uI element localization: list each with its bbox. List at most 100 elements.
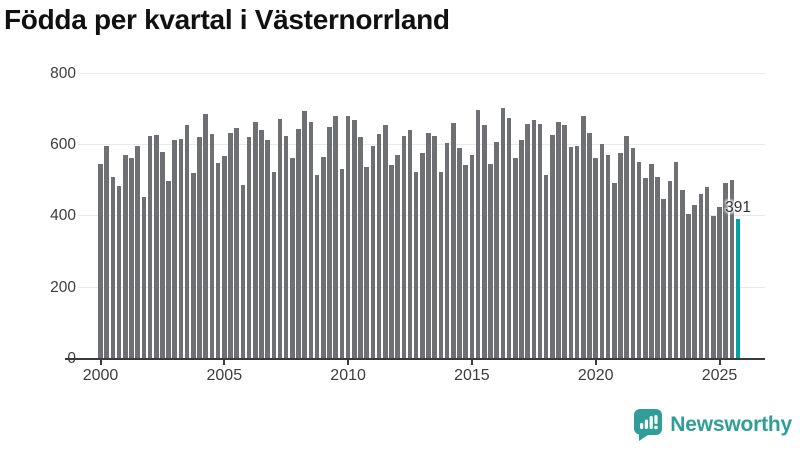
bar-63 [488,163,493,359]
x-tick-mark-2020 [594,359,597,365]
bar-3 [116,186,122,359]
bar-59 [463,164,468,359]
bar-55 [438,172,444,359]
brand-name: Newsworthy [670,413,792,436]
bar-82 [605,154,611,359]
bar-58 [457,147,462,359]
bar-53 [426,132,431,359]
bar-40 [345,116,351,359]
x-tick-label-2010: 2010 [330,367,366,384]
bar-31 [290,157,295,359]
bar-67 [512,157,518,359]
bar-34 [308,122,314,359]
bar-66 [506,117,512,359]
highlight-value-label: 391 [725,198,751,216]
bar-38 [333,116,338,359]
highlight-bar [735,218,741,359]
bar-29 [277,119,283,359]
bar-90 [655,176,660,359]
bar-94 [680,189,685,359]
bar-91 [661,198,667,359]
bar-102 [729,180,735,359]
bar-13 [178,138,184,359]
bar-89 [649,163,654,359]
bar-20 [222,155,227,359]
bar-11 [166,181,171,359]
bar-79 [587,133,592,359]
bar-1 [104,146,109,359]
bar-14 [184,125,190,359]
bar-15 [191,172,196,359]
bar-62 [481,124,487,359]
bar-86 [630,147,636,359]
bar-48 [395,155,400,359]
x-axis-line [65,357,765,360]
bar-41 [351,120,357,359]
bar-17 [203,114,209,359]
bar-76 [568,147,574,359]
x-tick-label-2000: 2000 [82,367,119,384]
bar-98 [704,186,710,359]
bar-42 [358,136,363,359]
bar-12 [172,140,178,359]
gridline-600 [78,143,765,145]
bar-26 [259,130,264,359]
bar-95 [686,213,691,359]
bar-93 [673,161,679,359]
bar-4 [122,155,128,359]
bar-70 [531,120,537,359]
bar-36 [321,157,326,359]
bar-71 [537,124,543,359]
bar-43 [364,167,369,359]
bar-60 [469,155,475,359]
bar-21 [228,132,233,359]
bar-99 [711,216,716,359]
x-tick-mark-2000 [99,359,102,365]
bar-23 [240,184,246,359]
bar-92 [667,181,673,359]
bar-64 [494,141,499,359]
bar-51 [413,172,419,359]
bar-65 [500,107,506,359]
y-tick-label-800: 800 [50,64,76,82]
bar-24 [246,137,252,359]
y-tick-label-600: 600 [50,135,76,153]
bar-16 [197,137,202,359]
x-tick-label-2005: 2005 [206,367,243,384]
chart-title: Födda per kvartal i Västernorrland [4,4,450,35]
bar-33 [302,111,308,359]
bar-97 [698,193,704,359]
bar-10 [160,152,165,359]
bar-81 [599,144,605,359]
bar-68 [519,140,524,359]
bar-77 [574,146,580,359]
x-tick-label-2015: 2015 [454,367,490,384]
bar-54 [432,136,438,359]
bar-50 [407,129,413,359]
bar-74 [556,121,561,359]
bar-52 [420,153,425,359]
bar-30 [283,136,289,359]
bar-69 [525,123,530,359]
y-tick-label-400: 400 [50,207,76,225]
bar-101 [723,182,728,359]
bar-85 [624,136,629,359]
bar-8 [147,136,153,359]
bar-35 [314,175,320,359]
bar-61 [475,110,481,359]
y-tick-label-200: 200 [50,278,76,296]
bar-18 [209,133,215,359]
brand-footer: Newsworthy [634,409,792,441]
bar-28 [271,172,277,359]
bar-22 [234,128,239,359]
bar-2 [110,177,116,359]
bar-39 [339,169,345,359]
bar-72 [543,174,549,359]
bar-9 [153,134,159,359]
bar-19 [215,162,221,359]
bar-73 [550,134,555,359]
bar-25 [252,122,258,359]
bar-46 [382,124,388,359]
